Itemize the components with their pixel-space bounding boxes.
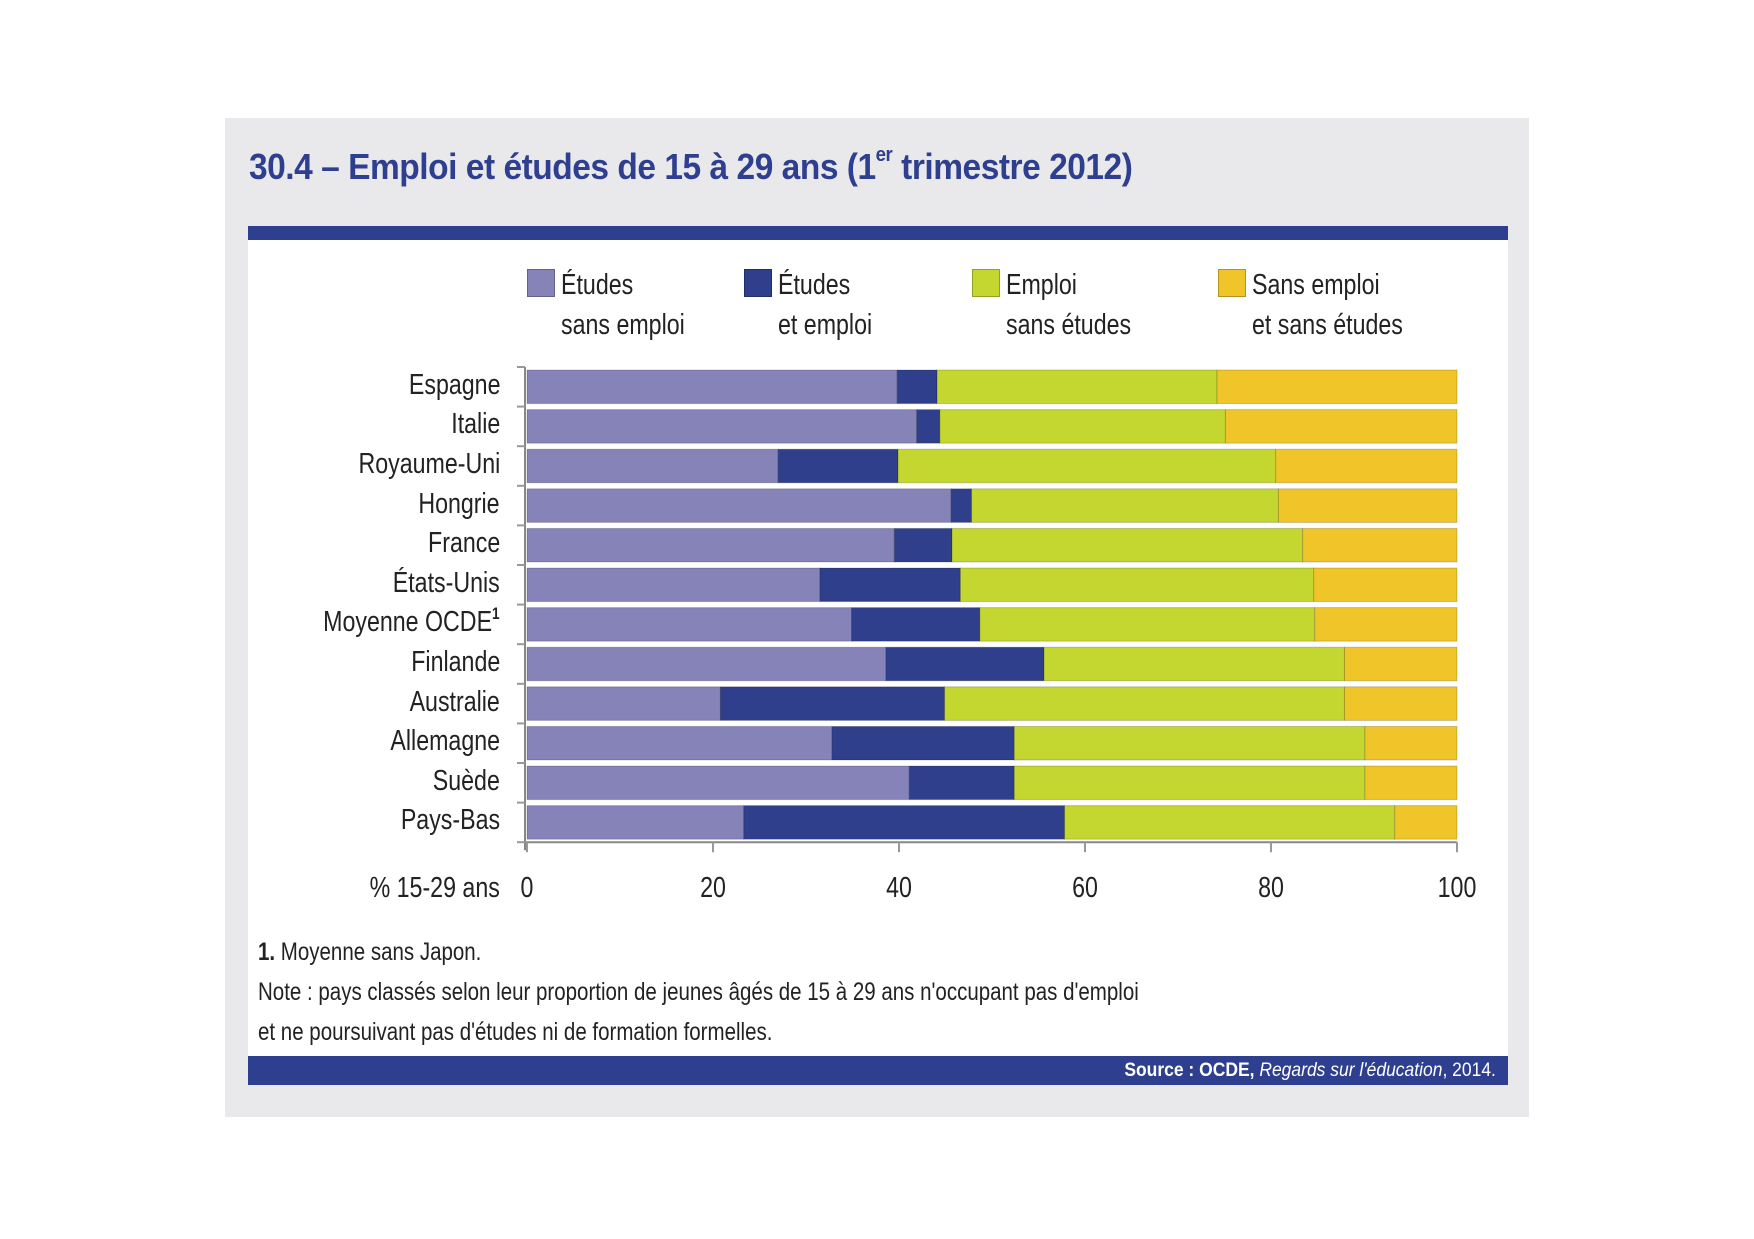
bar-segment--tudes-sans-emploi	[526, 686, 721, 721]
bar-segment-sans-emploi-et-sans-tudes	[1277, 488, 1458, 523]
category-label: États-Unis	[392, 566, 500, 599]
bar-segment--tudes-sans-emploi	[526, 527, 895, 563]
footnote-text: Moyenne sans Japon.	[275, 938, 482, 966]
legend-swatch	[744, 269, 772, 297]
bar-segment--tudes-sans-emploi	[526, 607, 853, 642]
bar-segment--tudes-sans-emploi	[526, 725, 833, 761]
source-year: , 2014.	[1442, 1060, 1496, 1081]
x-tick-label: 40	[886, 872, 912, 904]
bar-segment-sans-emploi-et-sans-tudes	[1302, 527, 1458, 563]
category-label: Suède	[432, 764, 500, 797]
bar-segment--tudes-et-emploi	[885, 646, 1045, 682]
bar-segment-sans-emploi-et-sans-tudes	[1224, 409, 1458, 444]
bar-segment-sans-emploi-et-sans-tudes	[1364, 725, 1458, 761]
bar-segment-sans-emploi-et-sans-tudes	[1364, 765, 1458, 801]
bar-segment-emploi-sans-tudes	[951, 527, 1304, 563]
chart-title: 30.4 – Emploi et études de 15 à 29 ans (…	[249, 144, 1133, 188]
note-line-1: Note : pays classés selon leur proportio…	[258, 978, 1139, 1006]
bar-segment--tudes-sans-emploi	[526, 567, 821, 603]
bar-segment-emploi-sans-tudes	[1064, 805, 1396, 840]
bar-segment-emploi-sans-tudes	[1013, 725, 1366, 761]
category-label: Finlande	[411, 646, 500, 678]
bar-segment--tudes-sans-emploi	[526, 805, 745, 840]
bar-segment-emploi-sans-tudes	[936, 369, 1218, 405]
bar-segment--tudes-et-emploi	[851, 607, 981, 642]
legend-label: Études et emploi	[778, 269, 873, 341]
x-tick-label: 60	[1072, 872, 1098, 904]
bar-segment-sans-emploi-et-sans-tudes	[1275, 448, 1458, 484]
source-publication: Regards sur l'éducation	[1259, 1060, 1443, 1081]
category-label: Royaume-Uni	[358, 448, 500, 480]
bar-segment--tudes-et-emploi	[896, 369, 938, 405]
bar-segment--tudes-sans-emploi	[526, 448, 779, 484]
source-credit: Source : OCDE, Regards sur l'éducation, …	[1124, 1060, 1496, 1082]
bar-segment-emploi-sans-tudes	[959, 567, 1315, 603]
x-tick-label: 20	[700, 872, 726, 904]
bar-segment-emploi-sans-tudes	[939, 409, 1226, 444]
source-label: Source : OCDE,	[1124, 1060, 1255, 1081]
bar-segment--tudes-sans-emploi	[526, 409, 918, 444]
category-label: Pays-Bas	[400, 804, 500, 837]
category-label: Allemagne	[390, 725, 500, 758]
bar-segment-emploi-sans-tudes	[944, 686, 1345, 721]
bar-segment-sans-emploi-et-sans-tudes	[1343, 646, 1458, 682]
bar-segment--tudes-et-emploi	[719, 686, 946, 721]
bar-segment--tudes-sans-emploi	[526, 369, 898, 405]
x-axis-label: % 15-29 ans	[369, 872, 500, 904]
bar-segment--tudes-et-emploi	[831, 725, 1015, 761]
title-superscript: er	[875, 144, 893, 166]
category-label: Espagne	[408, 368, 500, 401]
title-text: 30.4 – Emploi et études de 15 à 29 ans (…	[249, 146, 876, 187]
bar-segment-sans-emploi-et-sans-tudes	[1394, 805, 1458, 840]
bar-segment-emploi-sans-tudes	[897, 448, 1277, 484]
x-tick-label: 100	[1437, 872, 1477, 904]
top-rule	[248, 226, 1508, 240]
bar-segment-emploi-sans-tudes	[1043, 646, 1345, 682]
bar-segment--tudes-et-emploi	[777, 448, 899, 484]
bar-segment-emploi-sans-tudes	[979, 607, 1316, 642]
category-label: Italie	[450, 408, 500, 441]
x-tick-label: 80	[1258, 872, 1284, 904]
bar-segment--tudes-et-emploi	[916, 409, 941, 444]
bar-segment--tudes-et-emploi	[893, 527, 953, 563]
bar-segment--tudes-et-emploi	[908, 765, 1015, 801]
footnote-marker: 1	[492, 604, 500, 624]
bar-segment--tudes-sans-emploi	[526, 765, 910, 801]
bar-segment-sans-emploi-et-sans-tudes	[1313, 567, 1458, 603]
bar-segment--tudes-et-emploi	[819, 567, 961, 603]
title-text-suffix: trimestre 2012)	[892, 146, 1133, 187]
legend-swatch	[972, 269, 1000, 297]
bar-segment--tudes-sans-emploi	[526, 646, 887, 682]
bar-segment-sans-emploi-et-sans-tudes	[1216, 369, 1458, 405]
category-label: Moyenne OCDE1	[323, 604, 501, 639]
footnote: 1. Moyenne sans Japon.	[258, 938, 481, 967]
legend-label: Sans emploi et sans études	[1252, 269, 1403, 341]
bar-segment-sans-emploi-et-sans-tudes	[1343, 686, 1458, 721]
bar-segment--tudes-sans-emploi	[526, 488, 952, 523]
bar-segment-sans-emploi-et-sans-tudes	[1314, 607, 1458, 642]
category-label: Australie	[409, 685, 500, 718]
category-label: Hongrie	[418, 487, 500, 520]
source-band: Source : OCDE, Regards sur l'éducation, …	[248, 1056, 1508, 1085]
legend-swatch	[527, 269, 555, 297]
bar-segment-emploi-sans-tudes	[971, 488, 1279, 523]
legend-label: Études sans emploi	[561, 269, 685, 341]
x-tick-label: 0	[520, 872, 534, 904]
category-label: France	[427, 527, 500, 560]
legend-label: Emploi sans études	[1006, 269, 1132, 341]
note-line-2: et ne poursuivant pas d'études ni de for…	[258, 1018, 773, 1046]
footnote-number: 1.	[258, 938, 276, 966]
bar-segment--tudes-et-emploi	[743, 805, 1066, 840]
bar-segment-emploi-sans-tudes	[1013, 765, 1366, 801]
legend-swatch	[1218, 269, 1246, 297]
bar-segment--tudes-et-emploi	[950, 488, 973, 523]
